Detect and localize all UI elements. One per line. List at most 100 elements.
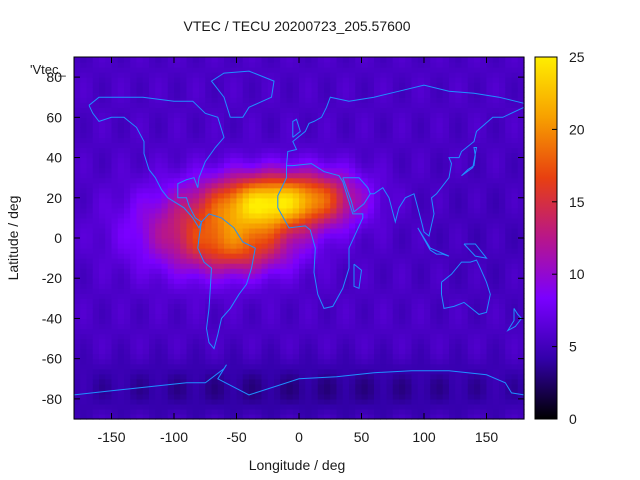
heatmap-cell [505,368,513,375]
heatmap-cell [342,62,350,68]
heatmap-cell [374,413,381,420]
heatmap-cell [186,393,194,400]
heatmap-cell [336,368,344,375]
heatmap-cell [142,378,150,385]
heatmap-cell [499,167,506,174]
heatmap-cell [267,132,275,139]
heatmap-cell [399,248,406,254]
heatmap-cell [480,127,488,134]
heatmap-cell [342,187,350,194]
heatmap-cell [224,57,231,63]
heatmap-cell [411,57,419,63]
heatmap-cell [324,62,331,68]
heatmap-cell [217,97,225,103]
heatmap-cell [411,383,419,390]
heatmap-cell [117,152,125,159]
heatmap-cell [405,278,413,284]
heatmap-cell [155,368,163,375]
heatmap-cell [86,308,94,315]
heatmap-cell [117,147,125,154]
heatmap-cell [474,373,481,380]
heatmap-cell [199,273,206,279]
heatmap-cell [267,232,275,239]
heatmap-cell [80,328,88,335]
heatmap-cell [424,263,431,269]
heatmap-cell [280,87,288,93]
heatmap-cell [430,298,438,304]
heatmap-cell [261,278,269,284]
heatmap-cell [467,408,475,415]
heatmap-cell [92,122,100,128]
heatmap-cell [249,293,256,299]
heatmap-cell [380,263,388,269]
heatmap-cell [349,318,356,325]
heatmap-cell [467,192,475,199]
heatmap-cell [199,167,206,174]
heatmap-cell [386,313,394,320]
heatmap-cell [486,358,494,365]
heatmap-cell [330,152,338,159]
heatmap-cell [417,202,425,209]
heatmap-cell [99,378,106,385]
heatmap-cell [486,157,494,164]
heatmap-cell [386,273,394,279]
heatmap-cell [474,313,481,320]
heatmap-cell [192,227,200,234]
heatmap-cell [142,137,150,144]
heatmap-cell [286,248,294,254]
heatmap-cell [136,167,144,174]
heatmap-cell [305,227,313,234]
heatmap-cell [399,383,406,390]
heatmap-cell [199,207,206,214]
heatmap-cell [130,177,138,184]
heatmap-cell [280,212,288,219]
heatmap-cell [486,268,494,274]
heatmap-cell [411,393,419,400]
heatmap-cell [261,388,269,395]
heatmap-cell [230,288,238,294]
heatmap-cell [311,92,319,98]
heatmap-cell [386,268,394,274]
heatmap-cell [117,187,125,194]
heatmap-cell [399,393,406,400]
heatmap-cell [255,278,263,284]
heatmap-cell [449,413,456,420]
heatmap-cell [311,338,319,345]
heatmap-cell [99,278,106,284]
heatmap-cell [499,373,506,380]
heatmap-cell [492,318,500,325]
heatmap-cell [186,192,194,199]
heatmap-cell [155,212,163,219]
heatmap-cell [92,177,100,184]
heatmap-cell [474,117,481,123]
heatmap-cell [392,117,400,123]
heatmap-cell [492,248,500,254]
heatmap-cell [142,393,150,400]
heatmap-cell [292,62,300,68]
heatmap-cell [161,413,169,420]
heatmap-cell [149,363,156,370]
heatmap-cell [361,343,369,350]
heatmap-cell [130,408,138,415]
heatmap-cell [136,107,144,113]
heatmap-cell [286,373,294,380]
heatmap-cell [99,57,106,63]
heatmap-cell [274,348,281,355]
heatmap-cell [255,338,263,345]
heatmap-cell [455,152,463,159]
heatmap-cell [467,243,475,249]
heatmap-cell [330,202,338,209]
heatmap-cell [336,122,344,128]
heatmap-cell [111,383,119,390]
heatmap-cell [292,403,300,410]
heatmap-cell [436,248,444,254]
heatmap-cell [174,323,181,330]
heatmap-cell [399,353,406,360]
heatmap-cell [324,152,331,159]
heatmap-cell [480,383,488,390]
heatmap-cell [249,343,256,350]
heatmap-cell [305,107,313,113]
heatmap-cell [149,207,156,214]
heatmap-cell [236,217,244,224]
heatmap-cell [74,112,81,118]
